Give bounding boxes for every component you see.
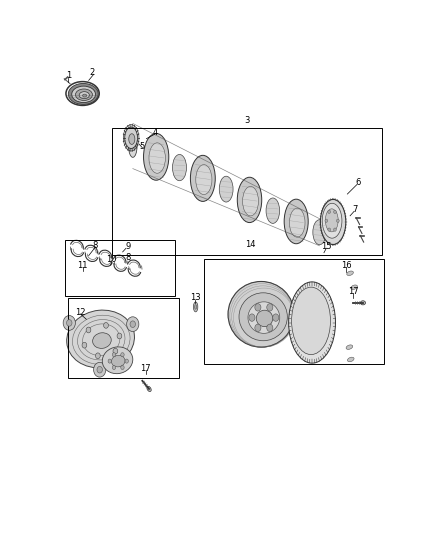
Circle shape [104,322,108,328]
Circle shape [336,219,339,222]
Text: 8: 8 [93,241,98,250]
Ellipse shape [346,345,353,350]
Circle shape [67,320,72,326]
Ellipse shape [79,92,89,99]
Ellipse shape [292,287,331,354]
Circle shape [117,333,122,339]
Bar [65,240,175,296]
Circle shape [334,210,336,214]
Text: 14: 14 [245,240,255,249]
Circle shape [97,366,102,373]
Circle shape [125,359,128,363]
Ellipse shape [347,357,354,362]
Ellipse shape [111,356,125,367]
Text: 12: 12 [75,308,85,317]
Ellipse shape [289,282,336,363]
Ellipse shape [129,134,135,144]
Circle shape [112,366,116,369]
Circle shape [94,362,106,377]
Ellipse shape [147,386,151,392]
Ellipse shape [68,84,98,104]
Ellipse shape [92,333,111,349]
Ellipse shape [125,127,138,149]
Text: 15: 15 [321,242,332,251]
Ellipse shape [243,187,258,216]
Text: 9: 9 [125,242,131,251]
Circle shape [82,342,87,348]
Text: 4: 4 [152,128,158,138]
Text: 17: 17 [348,287,359,296]
Ellipse shape [237,177,262,223]
Text: 10: 10 [106,255,117,264]
Circle shape [130,321,135,327]
Ellipse shape [347,271,353,276]
Ellipse shape [173,155,187,181]
Ellipse shape [75,89,92,101]
Ellipse shape [219,176,233,202]
Text: 7: 7 [353,205,358,214]
Ellipse shape [149,143,166,173]
Ellipse shape [194,305,197,309]
Circle shape [267,304,273,311]
Ellipse shape [325,209,338,232]
Text: 3: 3 [244,116,249,125]
Ellipse shape [83,94,87,97]
Circle shape [113,348,118,354]
Circle shape [86,327,91,333]
Ellipse shape [191,155,215,201]
Ellipse shape [228,281,294,347]
Circle shape [273,314,279,321]
Text: 16: 16 [341,261,352,270]
Circle shape [328,228,331,231]
Text: 11: 11 [78,261,88,270]
Circle shape [255,324,261,332]
Ellipse shape [248,302,280,333]
Text: 13: 13 [190,293,200,302]
Ellipse shape [194,302,198,312]
Ellipse shape [72,86,95,102]
Ellipse shape [290,208,305,237]
Ellipse shape [320,199,346,245]
Circle shape [255,304,261,311]
Circle shape [127,317,139,332]
Text: 1: 1 [66,71,71,80]
Ellipse shape [322,203,342,238]
Circle shape [95,353,100,359]
Ellipse shape [351,285,357,289]
Circle shape [328,210,331,214]
Ellipse shape [239,293,287,341]
Circle shape [121,366,124,369]
Ellipse shape [67,310,134,368]
Ellipse shape [313,220,326,245]
Circle shape [249,314,255,321]
Ellipse shape [256,310,273,327]
Bar [113,127,382,255]
Ellipse shape [196,165,212,195]
Text: 5: 5 [140,142,145,150]
Text: 6: 6 [356,179,361,188]
Circle shape [112,353,116,357]
Ellipse shape [129,135,137,157]
Bar [204,259,384,364]
Ellipse shape [102,347,133,374]
Text: 2: 2 [89,68,95,77]
Ellipse shape [284,199,308,244]
Text: 17: 17 [141,364,151,373]
Text: 8: 8 [125,253,131,262]
Ellipse shape [266,198,279,223]
Circle shape [267,324,273,332]
Circle shape [334,228,336,231]
Circle shape [63,316,75,330]
Circle shape [108,359,111,363]
Ellipse shape [360,301,366,305]
Bar [68,298,179,378]
Ellipse shape [144,133,169,180]
Circle shape [325,219,328,222]
Circle shape [121,353,124,357]
